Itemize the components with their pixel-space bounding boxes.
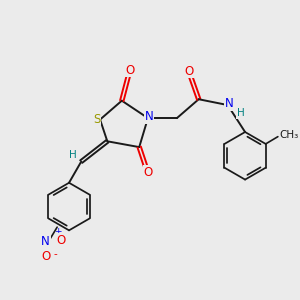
Text: O: O [56, 234, 65, 247]
Text: H: H [69, 150, 77, 160]
Text: O: O [125, 64, 134, 77]
Text: +: + [54, 227, 61, 236]
Text: N: N [41, 235, 50, 248]
Text: -: - [54, 249, 57, 259]
Text: N: N [225, 97, 233, 110]
Text: O: O [184, 64, 193, 78]
Text: O: O [41, 250, 50, 263]
Text: N: N [145, 110, 154, 123]
Text: S: S [93, 113, 100, 126]
Text: O: O [143, 166, 152, 179]
Text: CH₃: CH₃ [279, 130, 298, 140]
Text: H: H [237, 108, 244, 118]
